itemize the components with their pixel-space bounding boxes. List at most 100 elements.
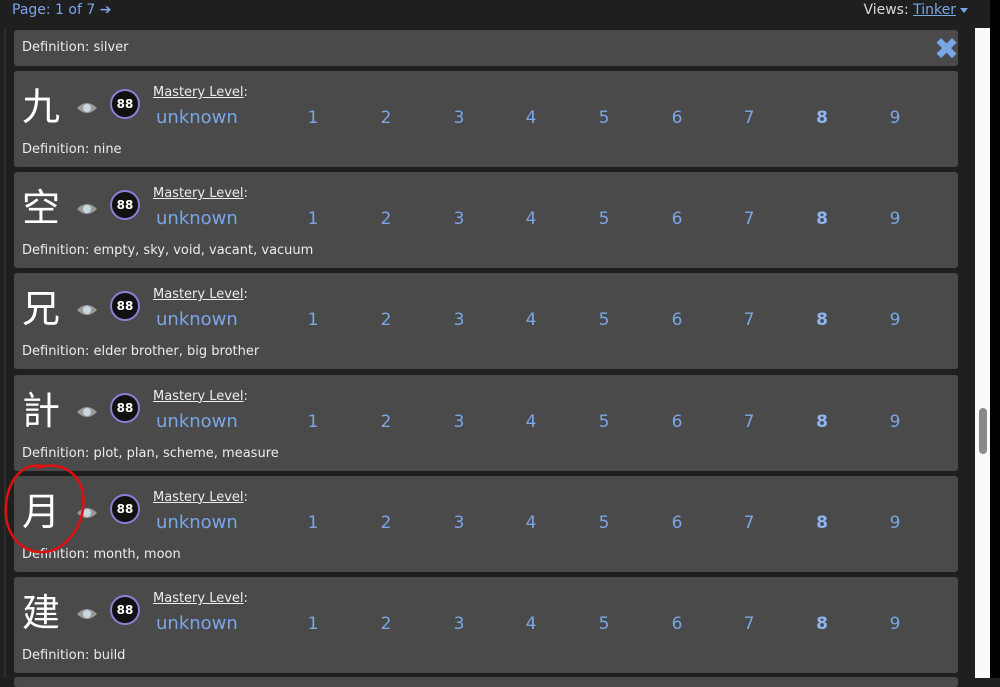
mastery-level-text: Mastery Level <box>153 85 244 100</box>
level-option-8[interactable]: 8 <box>816 614 828 634</box>
level-option-1[interactable]: 1 <box>307 310 319 331</box>
level-unknown-option[interactable]: unknown <box>156 613 238 634</box>
eye-icon[interactable] <box>76 506 98 520</box>
kanji-card: 計 88 Mastery Level: unknown 1 2 3 4 5 6 7 8 9 Defi… <box>14 374 958 471</box>
level-unknown-option[interactable]: unknown <box>156 511 238 533</box>
eye-icon[interactable] <box>76 101 98 115</box>
level-option-7[interactable]: 7 <box>743 411 755 432</box>
level-option-2[interactable]: 2 <box>380 614 392 634</box>
kanji-character[interactable]: 空 <box>22 186 61 231</box>
level-option-8[interactable]: 8 <box>816 512 828 533</box>
definition: Definition: month, moon <box>22 546 181 562</box>
level-option-4[interactable]: 4 <box>525 411 537 432</box>
mastery-badge: 88 <box>110 493 140 524</box>
level-option-2[interactable]: 2 <box>380 310 392 331</box>
definition: Definition: nine <box>22 142 122 157</box>
kanji-character[interactable]: 計 <box>22 388 61 433</box>
mastery-badge: 88 <box>110 291 140 322</box>
level-option-5[interactable]: 5 <box>598 411 610 432</box>
page-label: Page: 1 of 7 <box>12 2 96 18</box>
level-option-8[interactable]: 8 <box>816 209 828 230</box>
level-option-2[interactable]: 2 <box>380 512 392 533</box>
level-option-3[interactable]: 3 <box>453 310 465 331</box>
kanji-card-partial: Definition: silver ✖ <box>14 30 960 67</box>
level-unknown-option[interactable]: unknown <box>156 107 238 128</box>
caret-down-icon[interactable] <box>960 7 968 13</box>
level-option-3[interactable]: 3 <box>453 108 465 128</box>
level-option-7[interactable]: 7 <box>743 209 755 230</box>
level-option-5[interactable]: 5 <box>598 512 610 533</box>
level-option-9[interactable]: 9 <box>889 614 901 634</box>
mastery-level-text: Mastery Level <box>153 591 244 606</box>
mastery-badge: 88 <box>110 595 140 625</box>
level-option-6[interactable]: 6 <box>671 512 683 533</box>
mastery-level-label: Mastery Level: <box>153 389 248 404</box>
pagination: Page: 1 of 7 ➔ <box>12 2 111 18</box>
level-option-8[interactable]: 8 <box>816 411 828 432</box>
eye-icon[interactable] <box>76 405 98 419</box>
level-option-2[interactable]: 2 <box>380 411 392 432</box>
scrollbar-track[interactable] <box>975 28 990 678</box>
kanji-character[interactable]: 兄 <box>22 287 61 332</box>
mastery-level-label: Mastery Level: <box>153 591 248 606</box>
level-option-3[interactable]: 3 <box>453 209 465 230</box>
level-option-4[interactable]: 4 <box>525 108 537 128</box>
level-option-2[interactable]: 2 <box>380 108 392 128</box>
top-bar: Page: 1 of 7 ➔ Views: Tinker <box>0 0 990 24</box>
level-option-5[interactable]: 5 <box>598 209 610 230</box>
level-option-4[interactable]: 4 <box>525 512 537 533</box>
level-option-8[interactable]: 8 <box>816 310 828 331</box>
kanji-character[interactable]: 月 <box>22 489 61 534</box>
kanji-card: 月 88 Mastery Level: unknown 1 2 3 4 5 6 7 8 9 Defi… <box>14 475 958 572</box>
mastery-badge: 88 <box>110 392 140 423</box>
level-option-9[interactable]: 9 <box>889 209 901 230</box>
level-option-6[interactable]: 6 <box>671 310 683 331</box>
level-option-9[interactable]: 9 <box>889 108 901 128</box>
mastery-level-text: Mastery Level <box>153 287 244 303</box>
views-dropdown[interactable]: Tinker <box>913 2 956 18</box>
level-option-3[interactable]: 3 <box>453 512 465 533</box>
level-option-4[interactable]: 4 <box>525 310 537 331</box>
level-option-6[interactable]: 6 <box>671 411 683 432</box>
level-option-5[interactable]: 5 <box>598 614 610 634</box>
mastery-level-label: Mastery Level: <box>153 186 248 201</box>
level-option-1[interactable]: 1 <box>307 209 319 230</box>
level-option-1[interactable]: 1 <box>307 512 319 533</box>
level-option-3[interactable]: 3 <box>453 614 465 634</box>
colon: : <box>243 591 248 606</box>
level-option-7[interactable]: 7 <box>743 614 755 634</box>
level-unknown-option[interactable]: unknown <box>156 309 238 331</box>
level-option-1[interactable]: 1 <box>307 614 319 634</box>
level-option-2[interactable]: 2 <box>380 209 392 230</box>
level-unknown-option[interactable]: unknown <box>156 208 238 230</box>
level-option-3[interactable]: 3 <box>453 411 465 432</box>
level-option-5[interactable]: 5 <box>598 108 610 128</box>
level-option-8[interactable]: 8 <box>816 108 828 128</box>
level-option-9[interactable]: 9 <box>889 310 901 331</box>
level-option-9[interactable]: 9 <box>889 411 901 432</box>
scrollbar-thumb[interactable] <box>979 408 987 454</box>
level-option-4[interactable]: 4 <box>525 209 537 230</box>
level-option-9[interactable]: 9 <box>889 512 901 533</box>
mastery-level-label: Mastery Level: <box>153 490 248 505</box>
level-option-1[interactable]: 1 <box>307 108 319 128</box>
level-unknown-option[interactable]: unknown <box>156 410 238 432</box>
eye-icon[interactable] <box>76 607 98 621</box>
level-option-7[interactable]: 7 <box>743 512 755 533</box>
level-option-7[interactable]: 7 <box>743 310 755 331</box>
eye-icon[interactable] <box>76 202 98 216</box>
level-option-7[interactable]: 7 <box>743 108 755 128</box>
mastery-badge: 88 <box>110 190 140 221</box>
level-option-6[interactable]: 6 <box>671 108 683 128</box>
kanji-character[interactable]: 建 <box>22 591 61 635</box>
level-option-5[interactable]: 5 <box>598 310 610 331</box>
next-page-arrow-icon[interactable]: ➔ <box>99 2 112 18</box>
level-option-6[interactable]: 6 <box>671 614 683 634</box>
kanji-character[interactable]: 九 <box>22 85 61 129</box>
level-option-1[interactable]: 1 <box>307 411 319 432</box>
close-icon[interactable]: ✖ <box>934 32 960 67</box>
level-option-6[interactable]: 6 <box>671 209 683 230</box>
level-option-4[interactable]: 4 <box>525 614 537 634</box>
eye-icon[interactable] <box>76 303 98 317</box>
mastery-level-text: Mastery Level <box>153 186 244 202</box>
